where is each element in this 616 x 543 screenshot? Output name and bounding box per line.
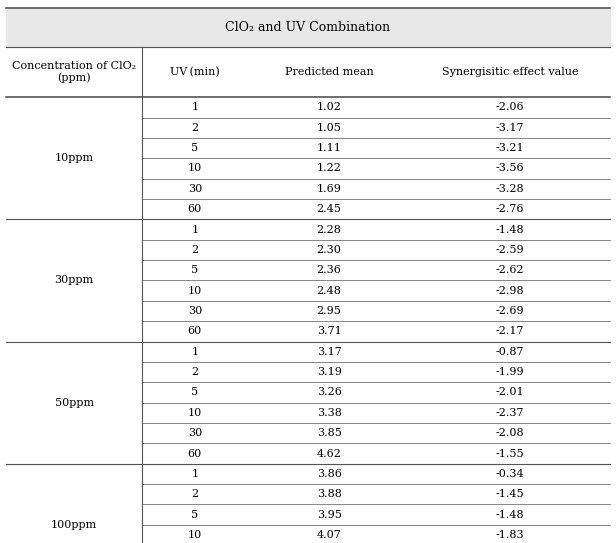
Text: 60: 60 bbox=[188, 204, 202, 214]
Text: Predicted mean: Predicted mean bbox=[285, 67, 373, 77]
Text: -2.06: -2.06 bbox=[496, 103, 525, 112]
Text: 30: 30 bbox=[188, 306, 202, 316]
Text: 10ppm: 10ppm bbox=[54, 153, 94, 163]
Text: 1: 1 bbox=[191, 103, 198, 112]
Text: 1: 1 bbox=[191, 347, 198, 357]
Text: 30: 30 bbox=[188, 428, 202, 438]
Text: 2.30: 2.30 bbox=[317, 245, 341, 255]
Text: 3.85: 3.85 bbox=[317, 428, 341, 438]
Text: -2.69: -2.69 bbox=[496, 306, 525, 316]
Text: 1.22: 1.22 bbox=[317, 163, 341, 173]
Text: -0.34: -0.34 bbox=[496, 469, 525, 479]
Text: Synergisitic effect value: Synergisitic effect value bbox=[442, 67, 578, 77]
Text: -2.98: -2.98 bbox=[496, 286, 525, 295]
Text: -2.08: -2.08 bbox=[496, 428, 525, 438]
Text: 1.02: 1.02 bbox=[317, 103, 341, 112]
Text: -2.37: -2.37 bbox=[496, 408, 524, 418]
Text: -1.99: -1.99 bbox=[496, 367, 525, 377]
Text: -2.17: -2.17 bbox=[496, 326, 524, 336]
Text: 1.05: 1.05 bbox=[317, 123, 341, 132]
Text: -2.59: -2.59 bbox=[496, 245, 525, 255]
Text: 4.07: 4.07 bbox=[317, 530, 341, 540]
Text: 1: 1 bbox=[191, 225, 198, 235]
Text: 60: 60 bbox=[188, 326, 202, 336]
Text: 3.17: 3.17 bbox=[317, 347, 341, 357]
Text: -1.45: -1.45 bbox=[496, 489, 525, 499]
Text: -1.48: -1.48 bbox=[496, 510, 525, 520]
Text: -1.55: -1.55 bbox=[496, 449, 525, 458]
Text: 2.45: 2.45 bbox=[317, 204, 341, 214]
Text: 2.48: 2.48 bbox=[317, 286, 341, 295]
Text: 2.36: 2.36 bbox=[317, 266, 341, 275]
Text: 2: 2 bbox=[191, 245, 198, 255]
Text: 2: 2 bbox=[191, 489, 198, 499]
Text: 3.26: 3.26 bbox=[317, 388, 341, 397]
Text: -3.21: -3.21 bbox=[496, 143, 525, 153]
Text: 50ppm: 50ppm bbox=[54, 397, 94, 408]
Text: 5: 5 bbox=[191, 266, 198, 275]
Text: 3.71: 3.71 bbox=[317, 326, 341, 336]
Text: 5: 5 bbox=[191, 143, 198, 153]
Text: 3.19: 3.19 bbox=[317, 367, 341, 377]
Text: 2: 2 bbox=[191, 123, 198, 132]
Text: 10: 10 bbox=[188, 286, 202, 295]
Text: 10: 10 bbox=[188, 408, 202, 418]
Text: 1.69: 1.69 bbox=[317, 184, 341, 194]
Text: -1.83: -1.83 bbox=[496, 530, 525, 540]
Text: 5: 5 bbox=[191, 510, 198, 520]
Text: Concentration of ClO₂
(ppm): Concentration of ClO₂ (ppm) bbox=[12, 61, 136, 84]
Text: -3.28: -3.28 bbox=[496, 184, 525, 194]
Text: 3.38: 3.38 bbox=[317, 408, 341, 418]
Text: 4.62: 4.62 bbox=[317, 449, 341, 458]
Text: 3.88: 3.88 bbox=[317, 489, 341, 499]
Bar bbox=[6, 8, 610, 47]
Text: -2.76: -2.76 bbox=[496, 204, 524, 214]
Text: -3.56: -3.56 bbox=[496, 163, 525, 173]
Text: -2.62: -2.62 bbox=[496, 266, 525, 275]
Text: 10: 10 bbox=[188, 530, 202, 540]
Text: 10: 10 bbox=[188, 163, 202, 173]
Text: 3.86: 3.86 bbox=[317, 469, 341, 479]
Text: 5: 5 bbox=[191, 388, 198, 397]
Text: 3.95: 3.95 bbox=[317, 510, 341, 520]
Text: 2.95: 2.95 bbox=[317, 306, 341, 316]
Text: -3.17: -3.17 bbox=[496, 123, 524, 132]
Text: -0.87: -0.87 bbox=[496, 347, 524, 357]
Text: 30ppm: 30ppm bbox=[54, 275, 94, 286]
Text: -1.48: -1.48 bbox=[496, 225, 525, 235]
Text: ClO₂ and UV Combination: ClO₂ and UV Combination bbox=[225, 21, 391, 34]
Text: 60: 60 bbox=[188, 449, 202, 458]
Text: 30: 30 bbox=[188, 184, 202, 194]
Text: UV (min): UV (min) bbox=[170, 67, 220, 77]
Text: 2: 2 bbox=[191, 367, 198, 377]
Text: 1: 1 bbox=[191, 469, 198, 479]
Text: 2.28: 2.28 bbox=[317, 225, 341, 235]
Text: 1.11: 1.11 bbox=[317, 143, 341, 153]
Text: -2.01: -2.01 bbox=[496, 388, 525, 397]
Text: 100ppm: 100ppm bbox=[51, 520, 97, 530]
